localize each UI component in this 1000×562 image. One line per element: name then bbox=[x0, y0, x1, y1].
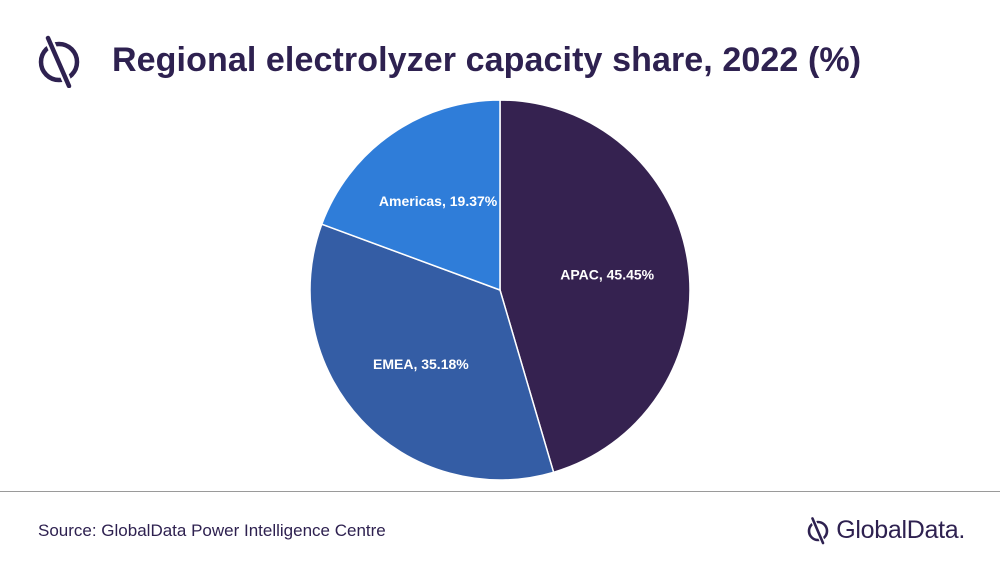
footer-divider bbox=[0, 491, 1000, 492]
pie-label-apac: APAC, 45.45% bbox=[560, 267, 654, 283]
pie-label-emea: EMEA, 35.18% bbox=[373, 356, 469, 372]
page-title: Regional electrolyzer capacity share, 20… bbox=[112, 40, 862, 79]
globaldata-logo: GlobalData. bbox=[806, 515, 965, 545]
pie-slice-apac bbox=[499, 99, 691, 474]
pie-slices bbox=[309, 99, 691, 481]
globaldata-logo-icon bbox=[807, 517, 829, 545]
pie-labels: APAC, 45.45% EMEA, 35.18% Americas, 19.37% bbox=[373, 193, 655, 372]
logo-text: GlobalData. bbox=[836, 515, 965, 544]
source-note: Source: GlobalData Power Intelligence Ce… bbox=[38, 521, 386, 540]
pie-label-americas: Americas, 19.37% bbox=[379, 193, 498, 209]
header: Regional electrolyzer capacity share, 20… bbox=[34, 30, 861, 90]
pie-slice-americas bbox=[320, 99, 501, 292]
pie-slice-emea bbox=[309, 223, 555, 481]
globaldata-icon bbox=[38, 35, 80, 88]
